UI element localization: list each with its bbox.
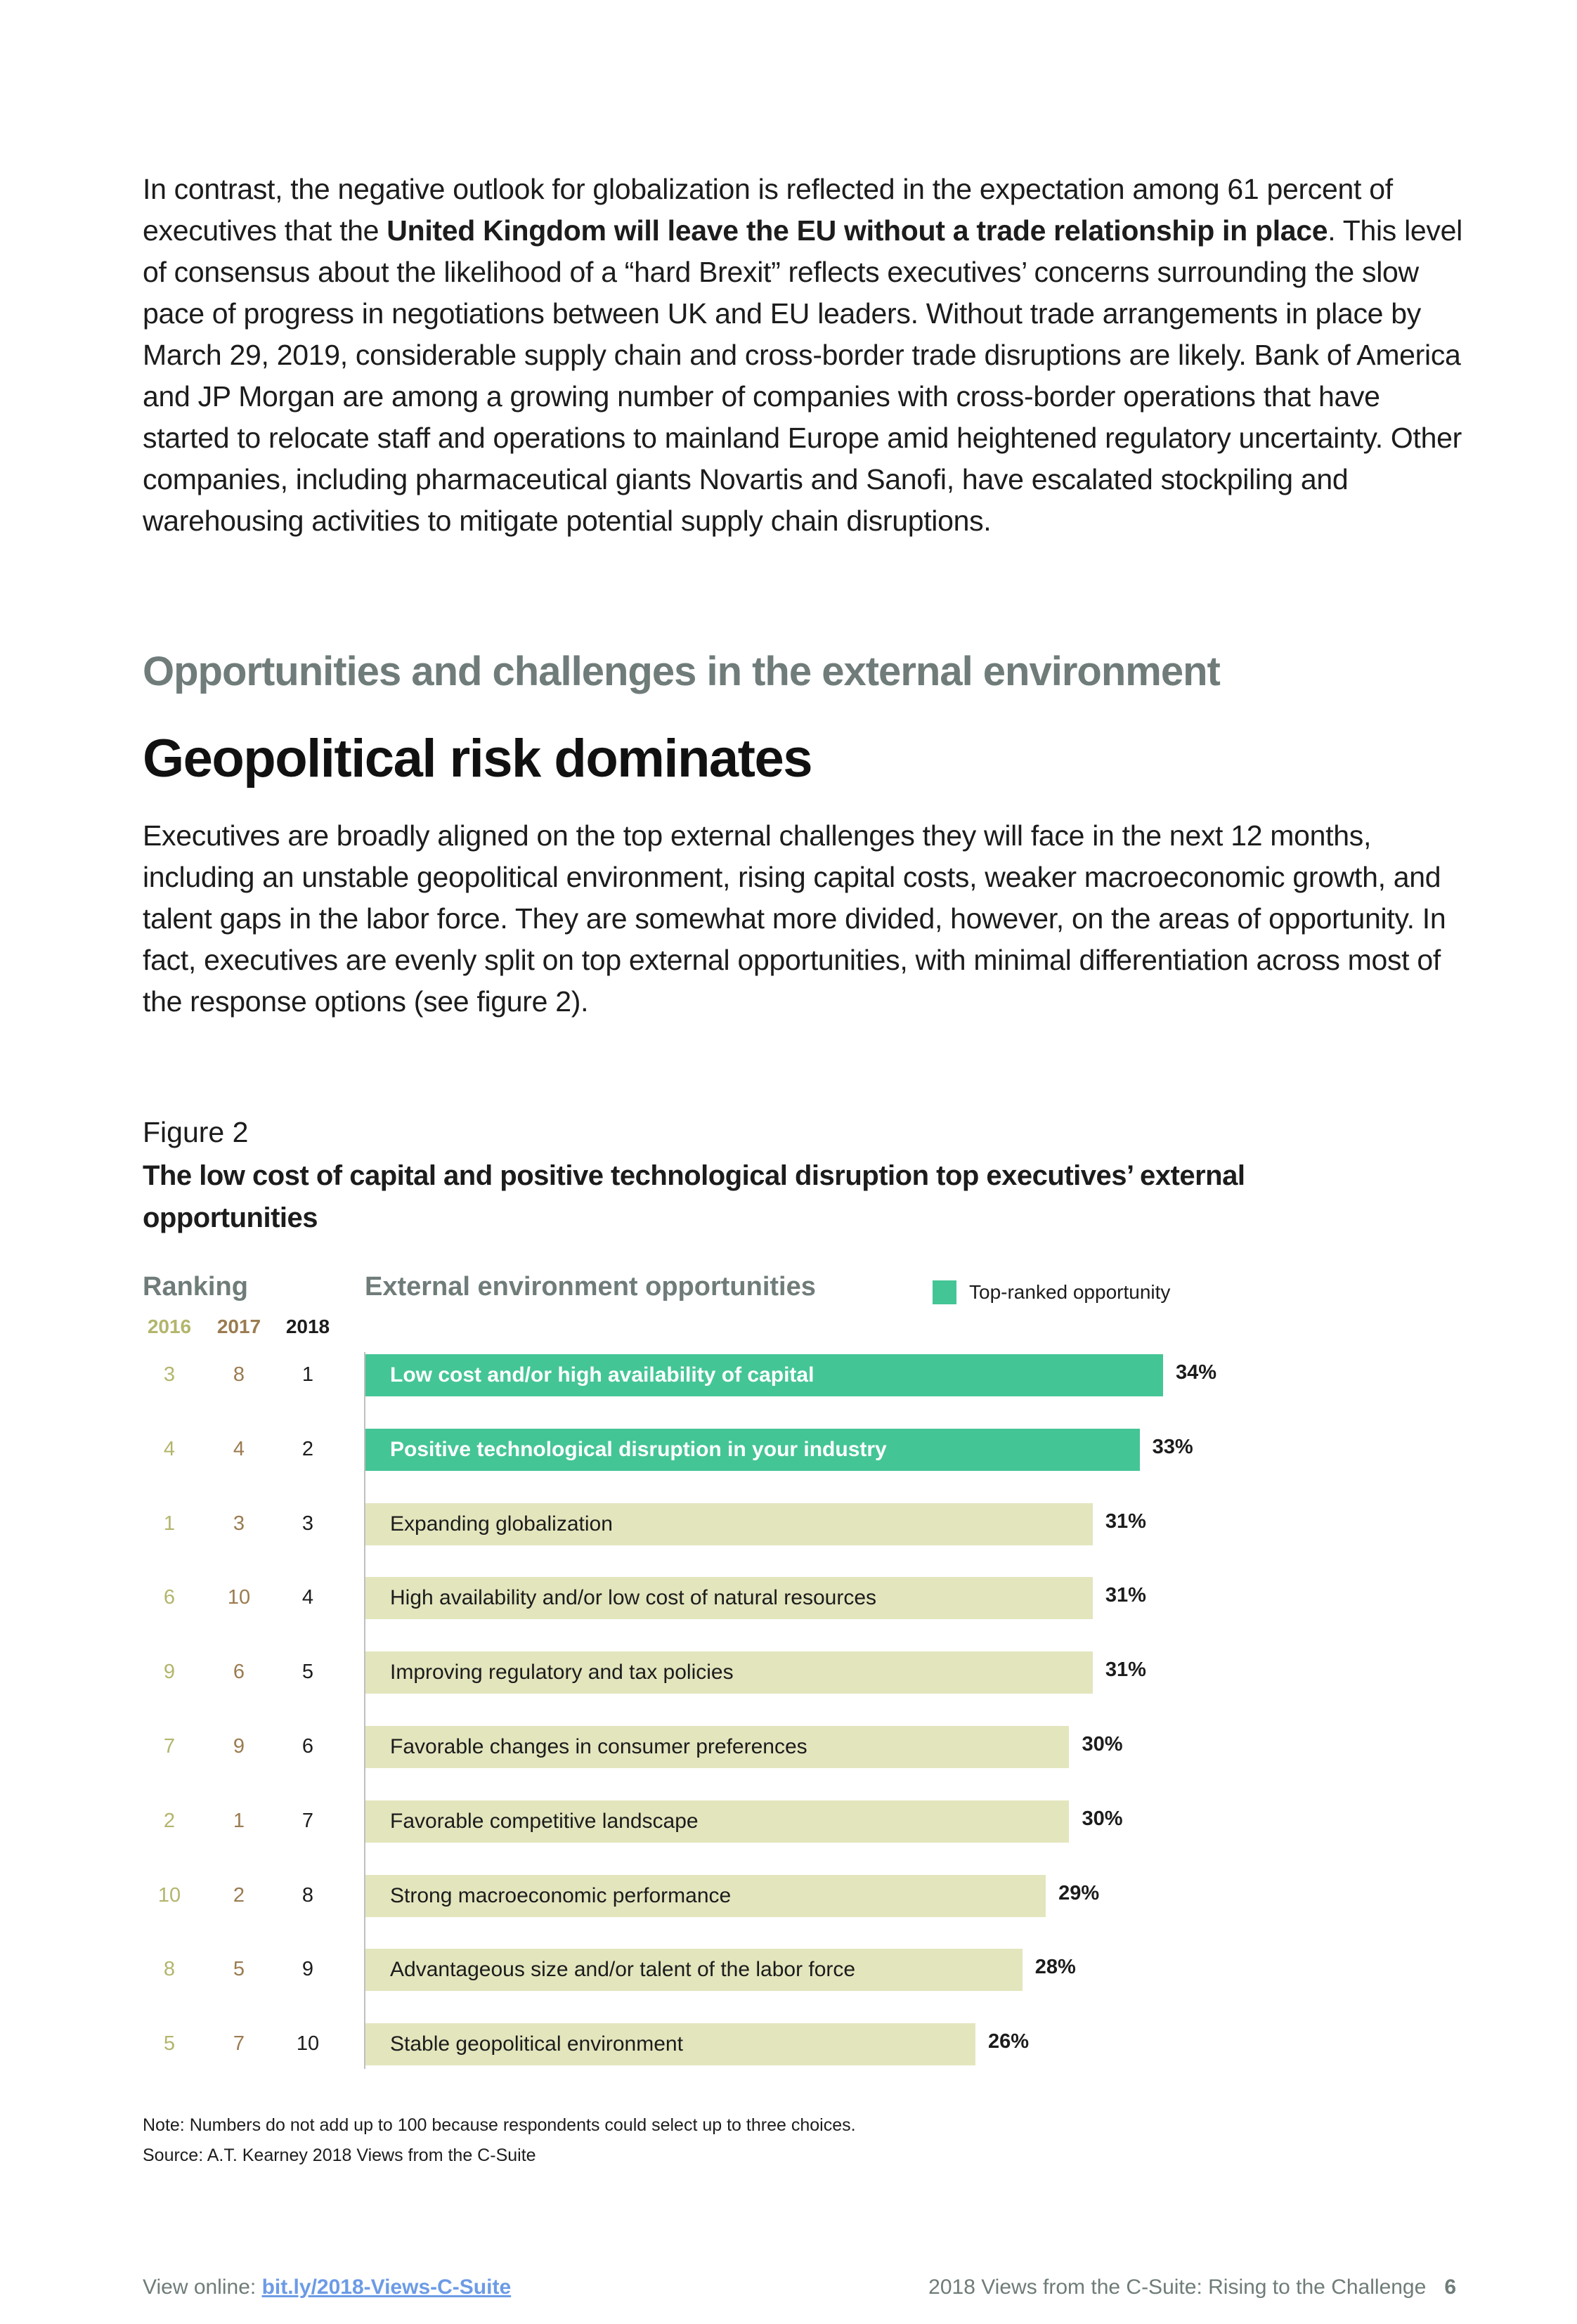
rank-2016: 2 xyxy=(163,1809,176,1832)
footer-view-online: View online: bit.ly/2018-Views-C-Suite xyxy=(143,2276,511,2299)
bar-label: Positive technological disruption in you… xyxy=(390,1437,887,1461)
rank-2018: 6 xyxy=(301,1735,314,1758)
legend-swatch xyxy=(933,1280,956,1304)
rank-2016: 7 xyxy=(163,1735,176,1758)
rank-2018: 7 xyxy=(301,1809,314,1832)
footer-publication: 2018 Views from the C-Suite: Rising to t… xyxy=(928,2276,1456,2299)
bar-value-label: 31% xyxy=(1105,1510,1146,1533)
rank-2017: 6 xyxy=(233,1661,245,1684)
footer-label: View online: xyxy=(143,2276,262,2299)
rank-2018: 4 xyxy=(301,1586,314,1609)
section-heading: Opportunities and challenges in the exte… xyxy=(143,649,1221,694)
rank-2016: 5 xyxy=(163,2032,176,2056)
bar: High availability and/or low cost of nat… xyxy=(365,1577,1093,1620)
ranking-header: Ranking xyxy=(143,1272,248,1301)
rank-2018: 10 xyxy=(296,2032,320,2056)
bar-value-label: 30% xyxy=(1082,1733,1123,1755)
rank-2017: 1 xyxy=(233,1809,245,1832)
bar-label: Favorable changes in consumer preference… xyxy=(390,1735,807,1758)
chart-source: Source: A.T. Kearney 2018 Views from the… xyxy=(143,2146,536,2165)
rank-2018: 8 xyxy=(301,1883,314,1907)
chart-note: Note: Numbers do not add up to 100 becau… xyxy=(143,2115,856,2135)
bar: Improving regulatory and tax policies xyxy=(365,1651,1093,1694)
bar-label: Advantageous size and/or talent of the l… xyxy=(390,1958,856,1982)
rank-2016: 4 xyxy=(163,1437,176,1460)
bar-label: Improving regulatory and tax policies xyxy=(390,1661,734,1684)
rank-2016: 8 xyxy=(163,1958,176,1981)
bar-label: Stable geopolitical environment xyxy=(390,2032,683,2056)
rank-2016: 3 xyxy=(163,1363,176,1386)
rank-2017: 7 xyxy=(233,2032,245,2056)
legend-label: Top-ranked opportunity xyxy=(969,1281,1171,1303)
bar: Stable geopolitical environment xyxy=(365,2023,975,2066)
rank-2017: 9 xyxy=(233,1735,245,1758)
publication-title: 2018 Views from the C-Suite: Rising to t… xyxy=(928,2276,1427,2299)
rank-2017: 4 xyxy=(233,1437,245,1460)
bar-value-label: 30% xyxy=(1082,1807,1123,1830)
rank-2016: 6 xyxy=(163,1586,176,1609)
bar: Low cost and/or high availability of cap… xyxy=(365,1354,1163,1396)
rank-2017: 8 xyxy=(233,1363,245,1386)
bar: Expanding globalization xyxy=(365,1502,1093,1545)
page-number: 6 xyxy=(1444,2276,1456,2299)
rank-2016: 10 xyxy=(157,1883,181,1907)
rank-2018: 9 xyxy=(301,1958,314,1981)
bar: Favorable changes in consumer preference… xyxy=(365,1726,1070,1768)
bar-value-label: 34% xyxy=(1176,1361,1217,1384)
bar-value-label: 31% xyxy=(1105,1584,1146,1607)
rank-2016: 9 xyxy=(163,1661,176,1684)
intro-paragraph: In contrast, the negative outlook for gl… xyxy=(143,169,1464,542)
bar-value-label: 28% xyxy=(1034,1956,1076,1979)
year-2017-header: 2017 xyxy=(216,1316,261,1337)
footer-link[interactable]: bit.ly/2018-Views-C-Suite xyxy=(261,2276,512,2299)
bar-label: Expanding globalization xyxy=(390,1512,613,1536)
rank-2017: 10 xyxy=(227,1586,251,1609)
figure-title: The low cost of capital and positive tec… xyxy=(143,1160,1245,1233)
bar-value-label: 33% xyxy=(1152,1435,1193,1458)
year-2016-header: 2016 xyxy=(147,1316,192,1337)
bar-value-label: 31% xyxy=(1105,1658,1146,1682)
paragraph-text: In contrast, the negative outlook for gl… xyxy=(143,173,1393,247)
chart-title: External environment opportunities xyxy=(365,1272,816,1301)
bar-label: Low cost and/or high availability of cap… xyxy=(390,1363,815,1387)
bar-label: Favorable competitive landscape xyxy=(390,1809,699,1833)
bar-label: High availability and/or low cost of nat… xyxy=(390,1586,877,1610)
bar-value-label: 26% xyxy=(987,2030,1029,2053)
paragraph-text: . This level of consensus about the like… xyxy=(143,214,1462,537)
rank-2018: 5 xyxy=(301,1661,314,1684)
bar-value-label: 29% xyxy=(1058,1881,1100,1904)
rank-2016: 1 xyxy=(163,1512,176,1535)
rank-2017: 5 xyxy=(233,1958,245,1981)
chart-axis xyxy=(364,1352,365,2069)
rank-2018: 3 xyxy=(301,1512,314,1535)
bar: Favorable competitive landscape xyxy=(365,1800,1070,1843)
bar-label: Strong macroeconomic performance xyxy=(390,1883,732,1907)
year-2018-header: 2018 xyxy=(285,1316,330,1337)
bar: Positive technological disruption in you… xyxy=(365,1428,1140,1471)
rank-2018: 1 xyxy=(301,1363,314,1386)
body-paragraph: Executives are broadly aligned on the to… xyxy=(143,819,1446,1018)
figure-label: Figure 2 xyxy=(143,1116,249,1148)
page-title: Geopolitical risk dominates xyxy=(143,729,813,788)
bar: Advantageous size and/or talent of the l… xyxy=(365,1949,1023,1992)
paragraph-bold-text: United Kingdom will leave the EU without… xyxy=(387,214,1328,247)
legend: Top-ranked opportunity xyxy=(933,1280,1170,1304)
bar: Strong macroeconomic performance xyxy=(365,1874,1046,1917)
rank-2018: 2 xyxy=(301,1437,314,1460)
rank-2017: 2 xyxy=(233,1883,245,1907)
rank-2017: 3 xyxy=(233,1512,245,1535)
